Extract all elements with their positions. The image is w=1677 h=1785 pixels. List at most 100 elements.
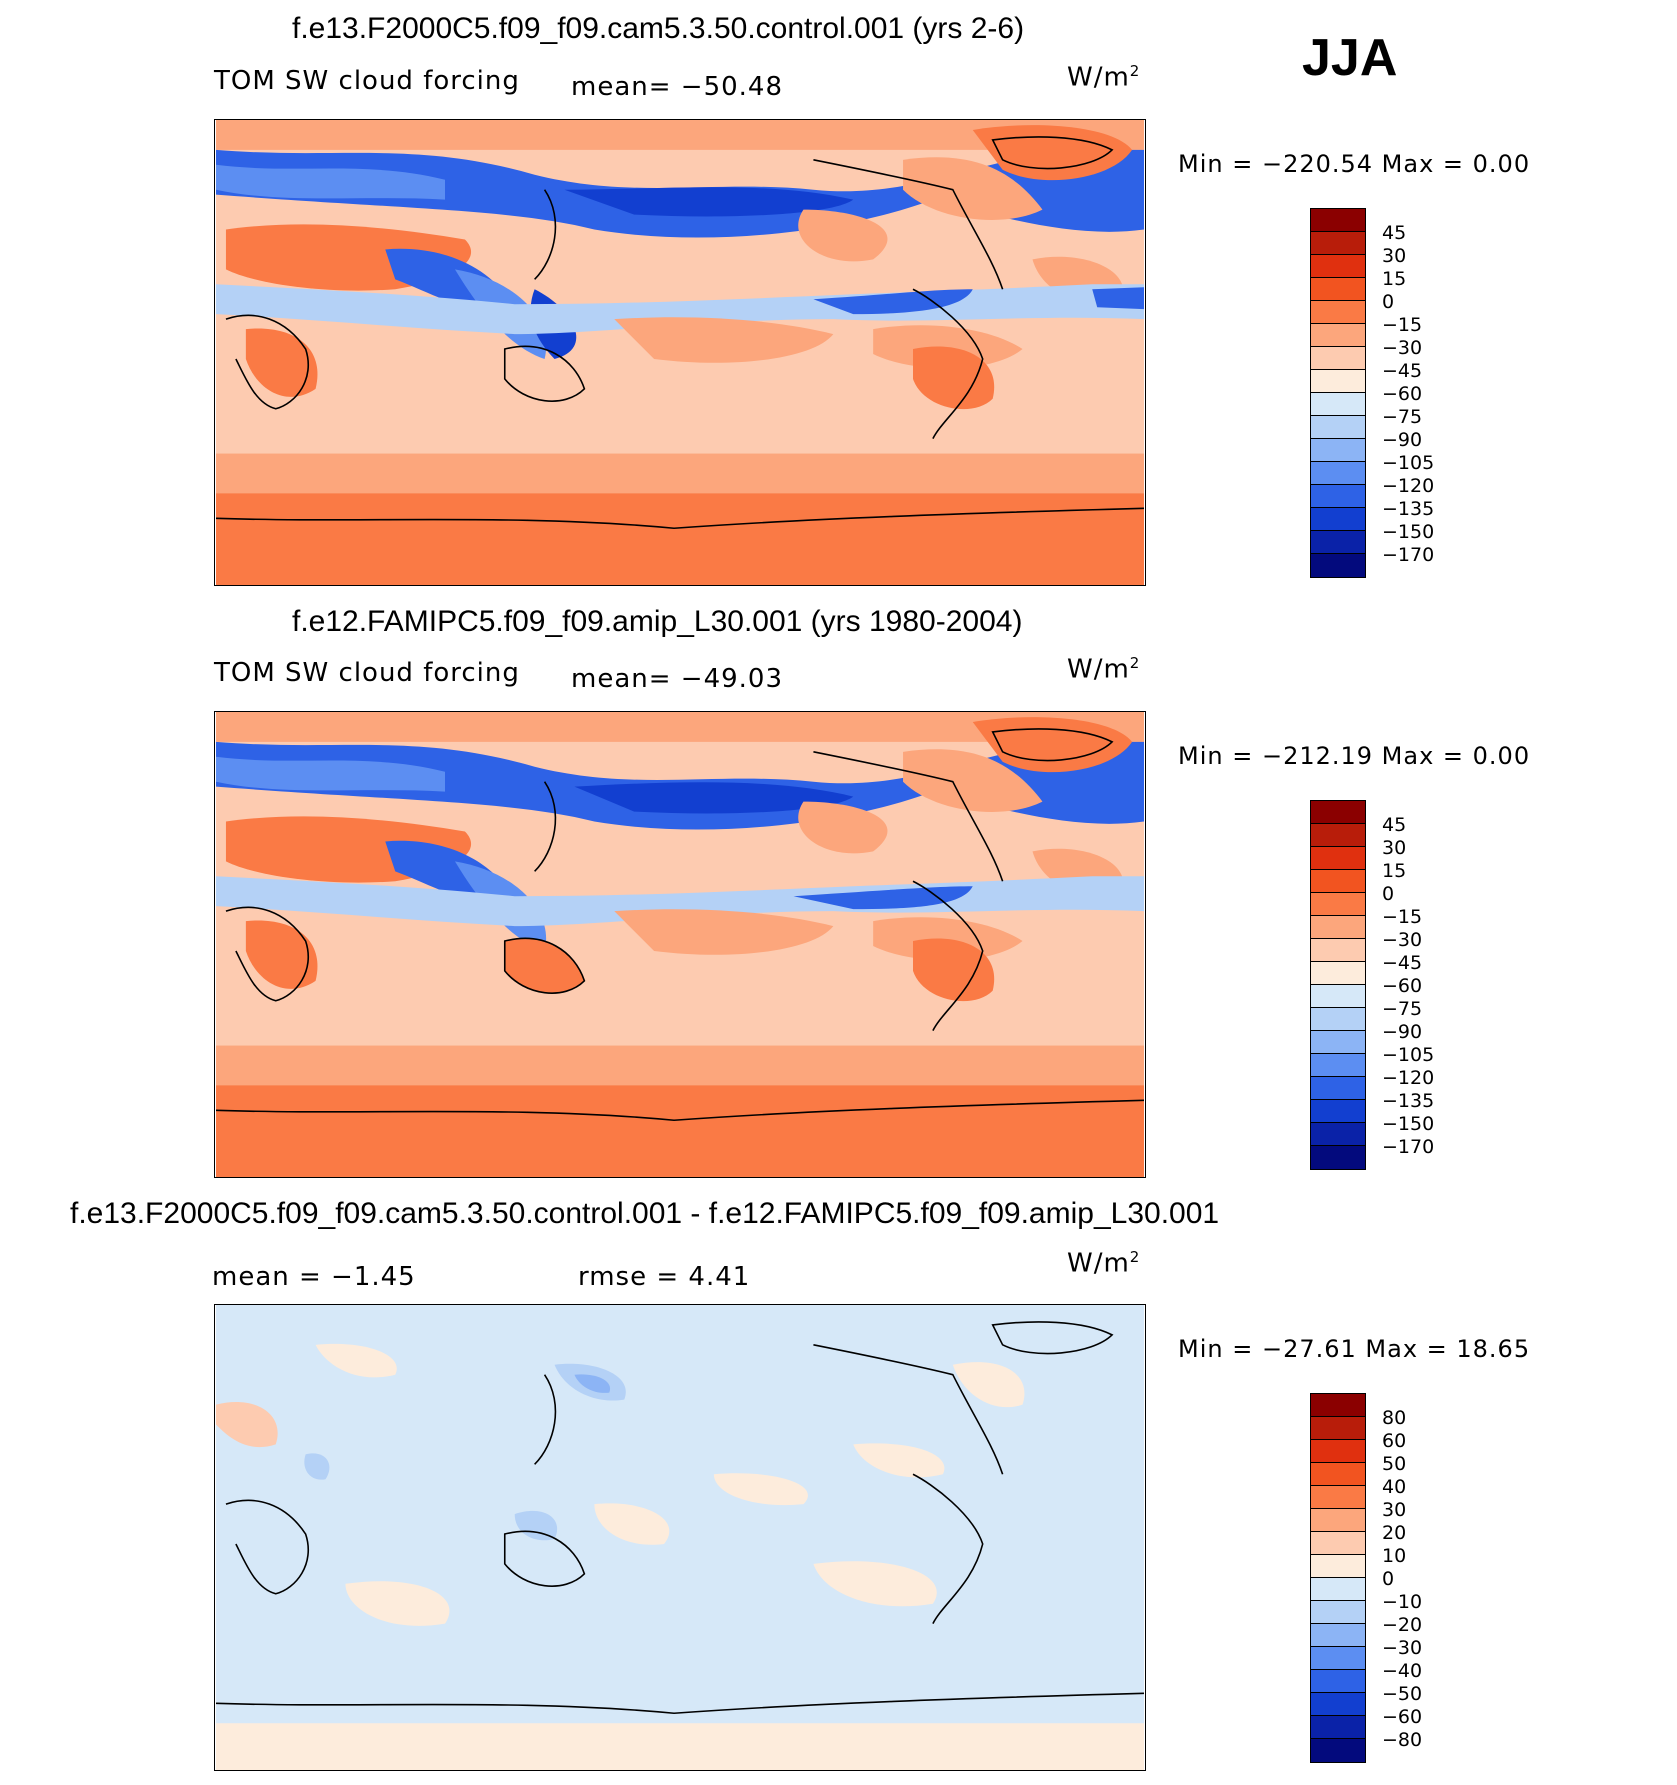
panel-3-unit: W/m2 [1067, 1248, 1141, 1279]
colorbar-swatch [1311, 278, 1365, 301]
colorbar-label: −60 [1382, 975, 1423, 997]
colorbar-label: 40 [1382, 1476, 1407, 1498]
colorbar-label: −150 [1382, 1113, 1435, 1135]
colorbar-label: −15 [1382, 314, 1423, 336]
colorbar-swatch [1311, 370, 1365, 393]
panel-2-colorbar-labels: 45 30 15 0 −15 −30 −45 −60 −75 −90 −105 … [1382, 814, 1434, 1159]
colorbar-label: 20 [1382, 1522, 1407, 1544]
colorbar-label: −10 [1382, 1591, 1423, 1613]
panel-2-field-label: TOM SW cloud forcing [214, 658, 520, 688]
colorbar-label: 0 [1382, 291, 1395, 313]
panel-2-title: f.e12.FAMIPC5.f09_f09.amip_L30.001 (yrs … [292, 605, 1023, 638]
midlat-band [215, 453, 1145, 494]
colorbar-label: 50 [1382, 1453, 1407, 1475]
colorbar-swatch [1311, 916, 1365, 939]
panel-3-colorbar-labels: 80 60 50 40 30 20 10 0 −10 −20 −30 −40 −… [1382, 1407, 1422, 1752]
colorbar-label: −15 [1382, 906, 1423, 928]
greenland [972, 125, 1133, 181]
colorbar-swatch [1311, 1440, 1365, 1463]
colorbar-swatch [1311, 255, 1365, 278]
colorbar-swatch [1311, 962, 1365, 985]
colorbar-label: 60 [1382, 1430, 1407, 1452]
colorbar-label: −75 [1382, 998, 1423, 1020]
colorbar-swatch [1311, 347, 1365, 370]
colorbar-swatch [1311, 1463, 1365, 1486]
colorbar-label: −60 [1382, 1706, 1423, 1728]
coastlines [215, 1321, 1145, 1715]
colorbar-swatch [1311, 1394, 1365, 1417]
panel-3-map [214, 1304, 1146, 1771]
panel-2-unit: W/m2 [1067, 654, 1141, 685]
panel-1-mean: mean= −50.48 [571, 72, 784, 102]
colorbar-label: −45 [1382, 952, 1423, 974]
midlat-band [215, 1045, 1145, 1086]
panel-1-minmax: Min = −220.54 Max = 0.00 [1178, 150, 1531, 178]
colorbar-swatch [1311, 462, 1365, 485]
colorbar-label: −170 [1382, 544, 1435, 566]
colorbar-label: 45 [1382, 814, 1407, 836]
colorbar-swatch [1311, 985, 1365, 1008]
colorbar-label: −75 [1382, 406, 1423, 428]
colorbar-label: −105 [1382, 452, 1435, 474]
colorbar-label: −60 [1382, 383, 1423, 405]
colorbar-swatch [1311, 824, 1365, 847]
colorbar-swatch [1311, 1532, 1365, 1555]
colorbar-label: −30 [1382, 337, 1423, 359]
colorbar-swatch [1311, 1693, 1365, 1716]
colorbar-label: 80 [1382, 1407, 1407, 1429]
colorbar-swatch [1311, 416, 1365, 439]
south-america [912, 938, 995, 1002]
colorbar-swatch [1311, 1100, 1365, 1123]
panel-1-colorbar [1310, 208, 1366, 578]
colorbar-swatch [1311, 1146, 1365, 1169]
season-label: JJA [1302, 29, 1398, 87]
colorbar-swatch [1311, 801, 1365, 824]
panel-1-field-label: TOM SW cloud forcing [214, 66, 520, 96]
southern-band-diff [215, 1723, 1145, 1770]
panel-2-mean: mean= −49.03 [571, 664, 784, 694]
panel-3-colorbar [1310, 1393, 1366, 1763]
south-america [912, 346, 995, 410]
colorbar-swatch [1311, 393, 1365, 416]
south-africa [245, 920, 318, 989]
coastlines [215, 136, 1145, 530]
panel-3-minmax: Min = −27.61 Max = 18.65 [1178, 1335, 1531, 1363]
colorbar-swatch [1311, 1647, 1365, 1670]
south-africa [245, 328, 318, 397]
colorbar-label: −120 [1382, 475, 1435, 497]
colorbar-label: −90 [1382, 429, 1423, 451]
colorbar-swatch [1311, 232, 1365, 255]
colorbar-label: 30 [1382, 245, 1407, 267]
colorbar-label: −40 [1382, 1660, 1423, 1682]
colorbar-swatch [1311, 439, 1365, 462]
panel-3-mean: mean = −1.45 [212, 1262, 416, 1292]
colorbar-label: −120 [1382, 1067, 1435, 1089]
colorbar-label: −30 [1382, 929, 1423, 951]
colorbar-swatch [1311, 1601, 1365, 1624]
colorbar-swatch [1311, 1417, 1365, 1440]
colorbar-label: 10 [1382, 1545, 1407, 1567]
colorbar-label: 15 [1382, 860, 1407, 882]
colorbar-swatch [1311, 1670, 1365, 1693]
colorbar-label: −30 [1382, 1637, 1423, 1659]
panel-2-map [214, 711, 1146, 1178]
colorbar-swatch [1311, 1077, 1365, 1100]
panel-2-colorbar [1310, 800, 1366, 1170]
panel-3-rmse: rmse = 4.41 [578, 1262, 751, 1292]
colorbar-label: −80 [1382, 1729, 1423, 1751]
colorbar-label: −45 [1382, 360, 1423, 382]
greenland [972, 717, 1133, 773]
colorbar-swatch [1311, 1123, 1365, 1146]
colorbar-swatch [1311, 1716, 1365, 1739]
panel-1-colorbar-labels: 45 30 15 0 −15 −30 −45 −60 −75 −90 −105 … [1382, 222, 1434, 567]
colorbar-swatch [1311, 531, 1365, 554]
colorbar-swatch [1311, 847, 1365, 870]
panel-1-map [214, 119, 1146, 586]
colorbar-swatch [1311, 1624, 1365, 1647]
southern-ocean-band [215, 1080, 1145, 1177]
colorbar-swatch [1311, 1578, 1365, 1601]
colorbar-swatch [1311, 1509, 1365, 1532]
southern-ocean-band [215, 488, 1145, 585]
panel-3-title: f.e13.F2000C5.f09_f09.cam5.3.50.control.… [70, 1197, 1220, 1230]
colorbar-swatch [1311, 870, 1365, 893]
